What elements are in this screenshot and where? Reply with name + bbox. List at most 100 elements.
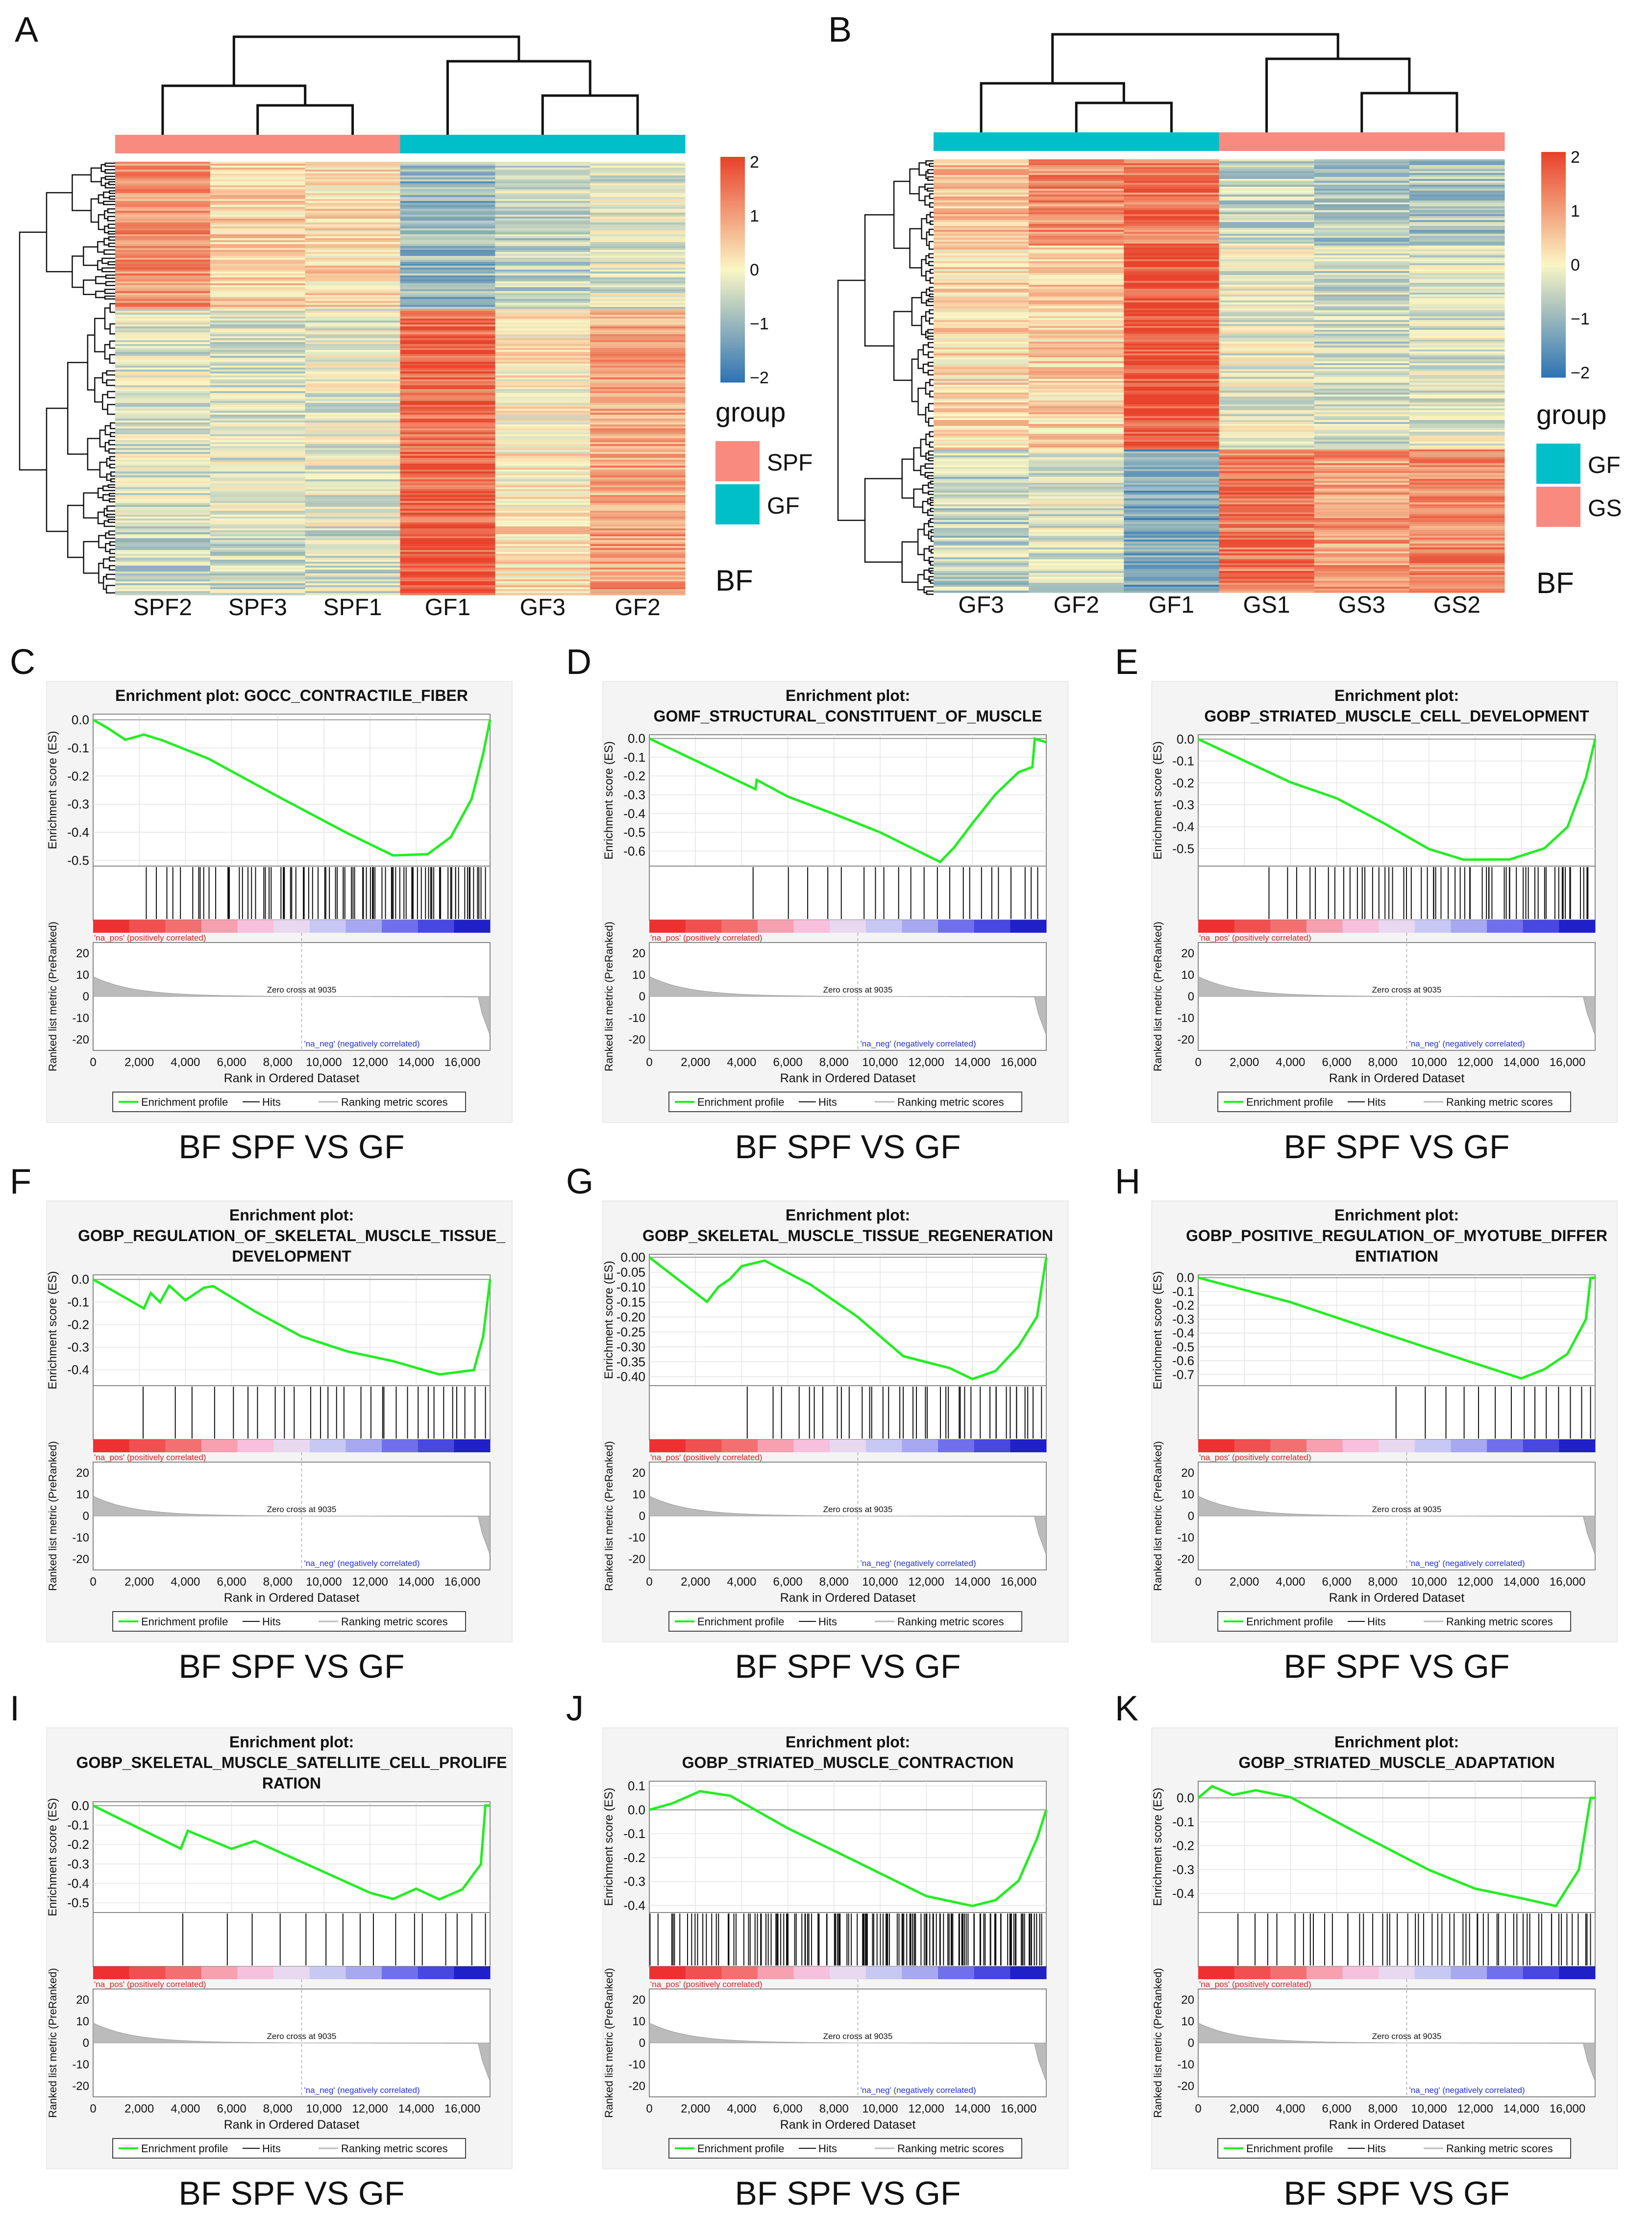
heat-cell [115, 372, 211, 374]
x-tick: 2,000 [124, 1056, 154, 1069]
heat-cell [1029, 571, 1124, 573]
heat-cell [1314, 461, 1410, 464]
heat-cell [1219, 479, 1315, 481]
heat-cell [934, 318, 1029, 321]
scale-step [1541, 294, 1566, 297]
heat-cell [1219, 489, 1315, 491]
heat-cell [590, 262, 686, 264]
heat-cell [1029, 306, 1124, 309]
heat-cell [400, 591, 495, 594]
heat-cell [1314, 540, 1410, 542]
heat-cell [210, 358, 306, 360]
rank-gradient-step [1270, 920, 1307, 933]
heat-cell [115, 209, 211, 211]
heat-cell [1029, 199, 1124, 201]
heat-cell [934, 406, 1029, 409]
heat-cell [1409, 463, 1505, 466]
heat-cell [1124, 542, 1219, 544]
heat-cell [590, 554, 686, 556]
heat-cell [495, 548, 591, 550]
y-tick: -0.15 [616, 1294, 645, 1309]
heat-cell [1409, 306, 1505, 309]
scale-step [720, 368, 745, 371]
heat-cell [305, 521, 400, 523]
heat-cell [115, 522, 211, 525]
heat-cell [1409, 467, 1505, 470]
heat-cell [210, 564, 306, 566]
heat-cell [1409, 320, 1505, 323]
heat-cell [400, 405, 495, 407]
heat-cell [210, 522, 306, 525]
heat-cell [305, 558, 400, 560]
heat-cell [934, 267, 1029, 270]
heat-cell [1124, 159, 1219, 162]
heat-cell [1124, 571, 1219, 573]
rank-metric-fill [1198, 976, 1596, 1036]
heat-cell [1219, 200, 1315, 203]
heat-cell [1124, 242, 1219, 244]
heat-cell [305, 293, 400, 296]
heat-cell [1124, 240, 1219, 242]
y-tick: -0.2 [623, 1850, 645, 1865]
heat-cell [1409, 165, 1505, 168]
heat-cell [1124, 218, 1219, 221]
heat-cell [1029, 183, 1124, 185]
heat-cell [1219, 271, 1315, 274]
heat-cell [1219, 465, 1315, 468]
heat-cell [1029, 438, 1124, 440]
heat-cell [590, 260, 686, 262]
dendro-branch [97, 260, 102, 271]
heat-cell [495, 352, 591, 354]
heat-cell [400, 299, 495, 301]
heat-cell [934, 475, 1029, 477]
heat-cell [400, 442, 495, 445]
heat-cell [400, 468, 495, 470]
plot-title: GOBP_SKELETAL_MUSCLE_TISSUE_REGENERATION [642, 1227, 1053, 1244]
rank-gradient-step [902, 1440, 938, 1452]
scale-step [1541, 223, 1566, 226]
heat-cell [590, 195, 686, 198]
rank-axis-label: Ranked list metric (PreRanked) [47, 1968, 59, 2118]
heat-cell [1029, 575, 1124, 577]
heat-cell [305, 305, 400, 307]
heat-cell [1409, 412, 1505, 415]
heat-cell [934, 381, 1029, 383]
heat-cell [495, 495, 591, 497]
heat-cell [305, 413, 400, 415]
heat-cell [590, 268, 686, 270]
heat-cell [305, 336, 400, 339]
rank-gradient-step [454, 1966, 491, 1979]
heat-cell [1124, 424, 1219, 426]
heat-cell [1314, 542, 1410, 544]
heat-cell [1029, 367, 1124, 370]
heat-cell [115, 573, 211, 576]
rank-gradient-step [865, 1440, 902, 1452]
heat-cell [400, 193, 495, 196]
heat-cell [400, 228, 495, 231]
heat-cell [1124, 177, 1219, 179]
heat-cell [934, 330, 1029, 332]
heat-cell [1219, 283, 1315, 285]
heat-cell [305, 403, 400, 405]
heat-cell [1029, 232, 1124, 234]
legend-label: Ranking metric scores [897, 2142, 1004, 2155]
heat-cell [115, 483, 211, 486]
heat-cell [115, 566, 211, 568]
heat-cell [115, 521, 211, 523]
heat-cell [210, 517, 306, 519]
heat-cell [934, 536, 1029, 538]
heat-cell [590, 168, 686, 170]
heat-cell [1029, 346, 1124, 348]
heat-cell [934, 479, 1029, 481]
heat-cell [305, 313, 400, 315]
heat-cell [1409, 436, 1505, 438]
y-tick: 0.0 [1177, 1270, 1194, 1285]
rank-gradient-step [721, 1440, 758, 1452]
heat-cell [1219, 224, 1315, 226]
heat-cell [1029, 422, 1124, 424]
heat-cell [1124, 373, 1219, 375]
heat-cell [1409, 510, 1505, 513]
heat-cell [1124, 461, 1219, 464]
heat-cell [1314, 289, 1410, 291]
dendro-branch [108, 181, 112, 185]
